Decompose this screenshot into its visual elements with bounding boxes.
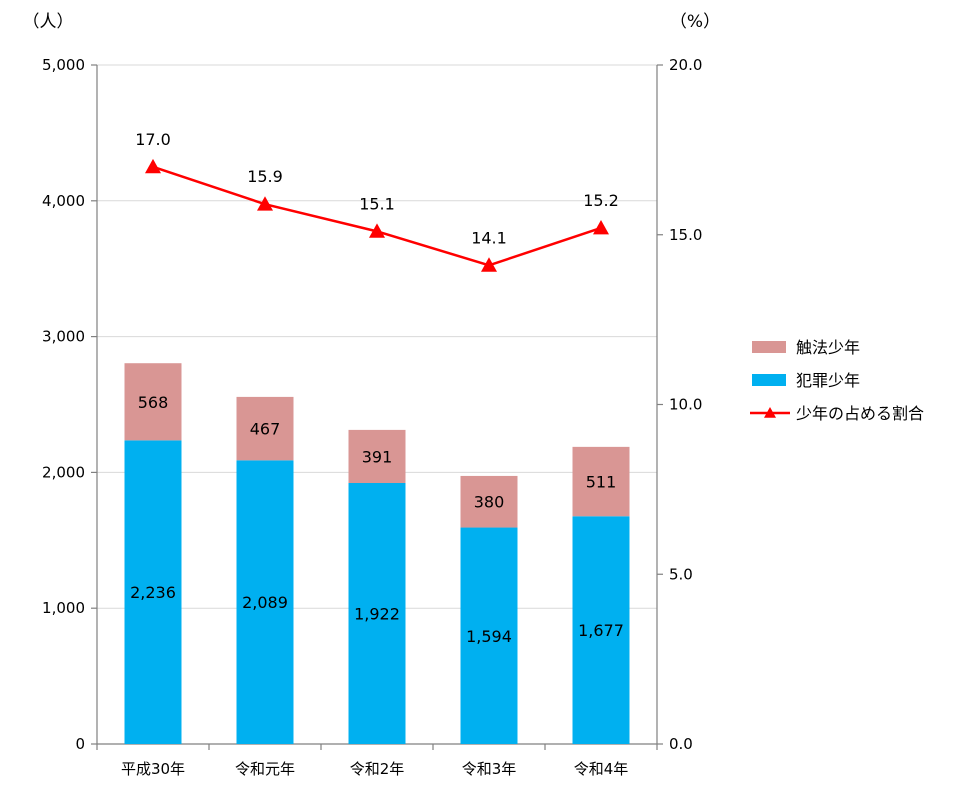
y-tick-label-left: 5,000 [42,56,85,74]
bar-segment [572,446,630,517]
bar-value-label: 2,236 [130,583,176,602]
x-tick-label: 令和3年 [462,760,517,778]
legend-label: 少年の占める割合 [796,404,924,423]
x-tick-label: 令和元年 [235,760,295,778]
line-point [257,196,273,211]
bar-segment [348,482,406,744]
bar-segment [348,429,406,483]
line-point [369,223,385,238]
bar-segment [572,516,630,744]
line-value-label: 17.0 [135,130,171,149]
bar-value-label: 568 [138,393,169,412]
y-tick-label-left: 0 [75,735,85,753]
line-point [481,257,497,272]
line-value-label: 15.2 [583,191,619,210]
y-tick-label-right: 0.0 [669,735,693,753]
y-right-unit: （%） [670,12,720,32]
bar-segment [124,440,182,744]
legend-swatch [752,374,786,386]
x-tick-label: 令和2年 [350,760,405,778]
y-tick-label-left: 3,000 [42,328,85,346]
y-tick-label-right: 5.0 [669,565,693,583]
y-tick-label-left: 2,000 [42,463,85,481]
bar-value-label: 2,089 [242,593,288,612]
legend-swatch [752,341,786,353]
legend-label: 犯罪少年 [796,371,860,390]
bar-value-label: 467 [250,420,281,439]
y-tick-label-right: 20.0 [669,56,702,74]
legend-label: 触法少年 [796,338,860,357]
x-tick-label: 令和4年 [574,760,629,778]
bar-segment [236,396,294,461]
y-left-unit: （人） [23,12,74,32]
bar-value-label: 391 [362,447,393,466]
line-value-label: 14.1 [471,228,507,247]
y-tick-label-left: 4,000 [42,192,85,210]
line-point [145,158,161,174]
bar-segment [124,363,182,441]
line-value-label: 15.1 [359,194,395,213]
y-tick-label-right: 15.0 [669,226,702,244]
line-point [593,219,609,235]
bar-segment [460,475,518,528]
legend-swatch-marker [764,407,776,418]
y-tick-label-left: 1,000 [42,599,85,617]
y-tick-label-right: 10.0 [669,396,702,414]
line-value-label: 15.9 [247,167,283,186]
series-line [152,165,602,267]
bar-value-label: 1,922 [354,604,400,623]
bar-segment [236,460,294,744]
bar-value-label: 380 [474,493,505,512]
bar-segment [460,527,518,744]
bar-value-label: 1,677 [578,621,624,640]
bar-value-label: 1,594 [466,627,512,646]
bar-value-label: 511 [586,473,617,492]
x-tick-label: 平成30年 [121,760,185,778]
